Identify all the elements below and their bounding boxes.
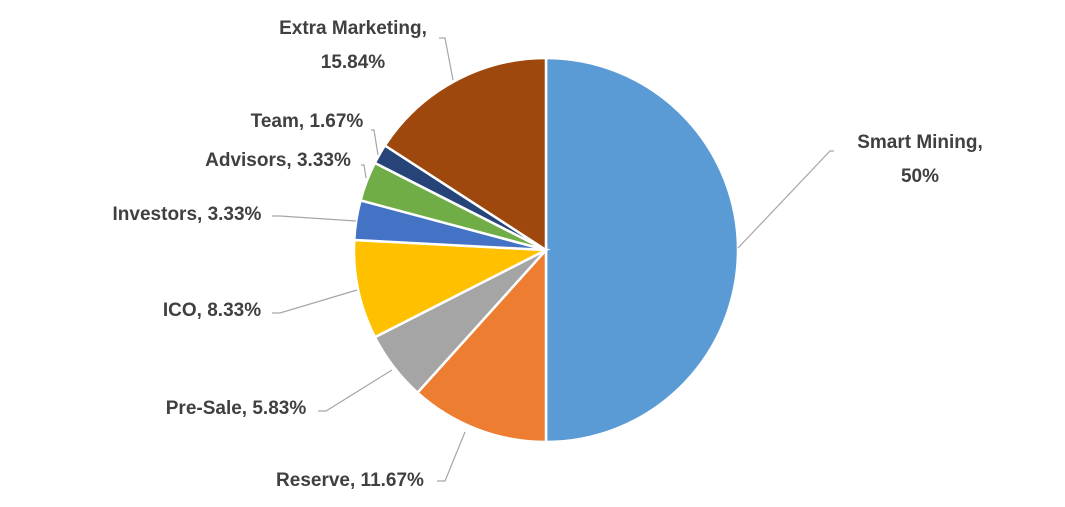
data-label-line: Smart Mining, bbox=[857, 132, 983, 153]
data-label-line: 15.84% bbox=[321, 52, 386, 73]
data-label-line: Team, 1.67% bbox=[251, 111, 364, 132]
leader-line-reserve bbox=[437, 431, 466, 482]
data-label-line: Reserve, 11.67% bbox=[276, 470, 424, 491]
data-label-line: Investors, 3.33% bbox=[113, 204, 262, 225]
pie-slice-extra-marketing bbox=[383, 56, 548, 253]
data-label-ico: ICO, 8.33% bbox=[163, 300, 261, 321]
leader-line-investors bbox=[272, 215, 357, 222]
data-label-line: Extra Marketing, bbox=[279, 18, 427, 39]
data-label-extra-marketing: Extra Marketing, 15.84% bbox=[279, 18, 427, 73]
leader-line-pre-sale bbox=[318, 369, 393, 412]
slices-layer bbox=[352, 56, 740, 444]
pie-slice-smart-mining bbox=[544, 56, 740, 444]
pie-slice-reserve bbox=[415, 246, 548, 444]
data-label-reserve: Reserve, 11.67% bbox=[276, 470, 424, 491]
leader-line-extra-marketing bbox=[439, 37, 454, 81]
data-label-smart-mining: Smart Mining, 50% bbox=[857, 132, 983, 187]
leader-line-team bbox=[371, 129, 379, 156]
data-label-investors: Investors, 3.33% bbox=[113, 204, 262, 225]
leader-line-ico bbox=[272, 289, 358, 314]
data-labels-layer: Smart Mining, 50% Reserve, 11.67% Pre-Sale,… bbox=[113, 18, 983, 491]
leader-line-advisors bbox=[361, 164, 367, 179]
data-label-line: Advisors, 3.33% bbox=[205, 150, 351, 171]
data-label-line: Pre-Sale, 5.83% bbox=[166, 398, 307, 419]
leader-line-smart-mining bbox=[737, 150, 834, 249]
leader-lines-layer bbox=[272, 37, 834, 482]
data-label-line: ICO, 8.33% bbox=[163, 300, 261, 321]
data-label-advisors: Advisors, 3.33% bbox=[205, 150, 351, 171]
pie-slice-ico bbox=[352, 238, 551, 339]
data-label-pre-sale: Pre-Sale, 5.83% bbox=[166, 398, 307, 419]
data-label-team: Team, 1.67% bbox=[251, 111, 364, 132]
data-label-line: 50% bbox=[901, 166, 939, 187]
